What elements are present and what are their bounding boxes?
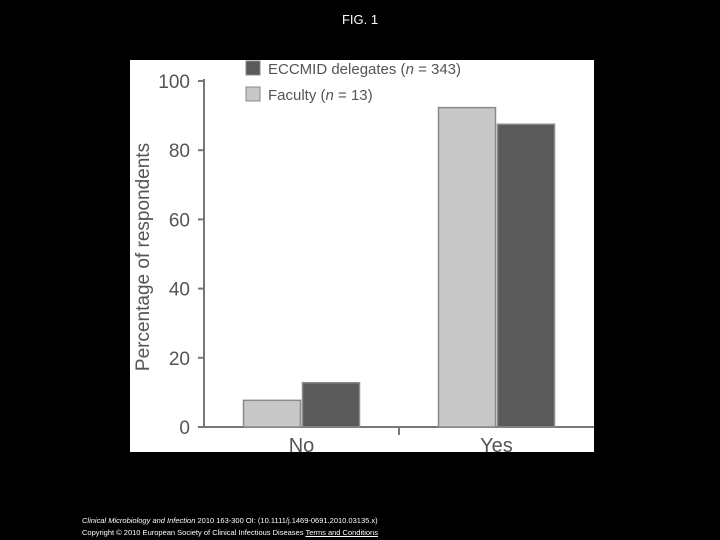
bar-chart: ECCMID delegates (n = 343) Faculty (n = 1… xyxy=(133,60,594,452)
x-tick-label: Yes xyxy=(480,435,513,452)
y-tick-label: 60 xyxy=(169,210,190,231)
y-tick-label: 40 xyxy=(169,280,190,301)
x-axis: No Yes xyxy=(204,426,594,452)
bar-eccmid-no xyxy=(301,381,361,428)
legend-label: Faculty (n = 13) xyxy=(268,87,373,104)
figure-title: FIG. 1 xyxy=(341,12,379,27)
bar-faculty-yes xyxy=(437,106,497,428)
legend-swatch xyxy=(245,86,261,102)
y-tick-label: 100 xyxy=(158,72,190,93)
chart-panel: ECCMID delegates (n = 343) Faculty (n = 1… xyxy=(130,60,594,452)
caption-citation: 2010 163-300 OI: (10.1111/j.1469-0691.20… xyxy=(195,516,378,525)
figure-caption: Clinical Microbiology and Infection 2010… xyxy=(82,515,378,539)
y-axis-label: Percentage of respondents xyxy=(133,143,154,371)
terms-and-conditions-link[interactable]: Terms and Conditions xyxy=(305,528,378,537)
bar-faculty-no xyxy=(242,399,302,428)
y-tick-label: 80 xyxy=(169,141,190,162)
x-tick-label: No xyxy=(289,435,315,452)
y-axis: 0 20 40 60 80 100 xyxy=(158,72,205,439)
y-tick-label: 20 xyxy=(169,349,190,370)
caption-copyright: Copyright © 2010 European Society of Cli… xyxy=(82,528,304,537)
bar-eccmid-yes xyxy=(496,123,556,428)
y-tick-label: 0 xyxy=(179,418,190,439)
caption-journal: Clinical Microbiology and Infection xyxy=(82,516,196,525)
chart-legend: ECCMID delegates (n = 343) Faculty (n = 1… xyxy=(245,60,461,104)
legend-swatch xyxy=(245,60,261,76)
legend-label: ECCMID delegates (n = 343) xyxy=(268,61,461,78)
bars xyxy=(242,106,556,428)
